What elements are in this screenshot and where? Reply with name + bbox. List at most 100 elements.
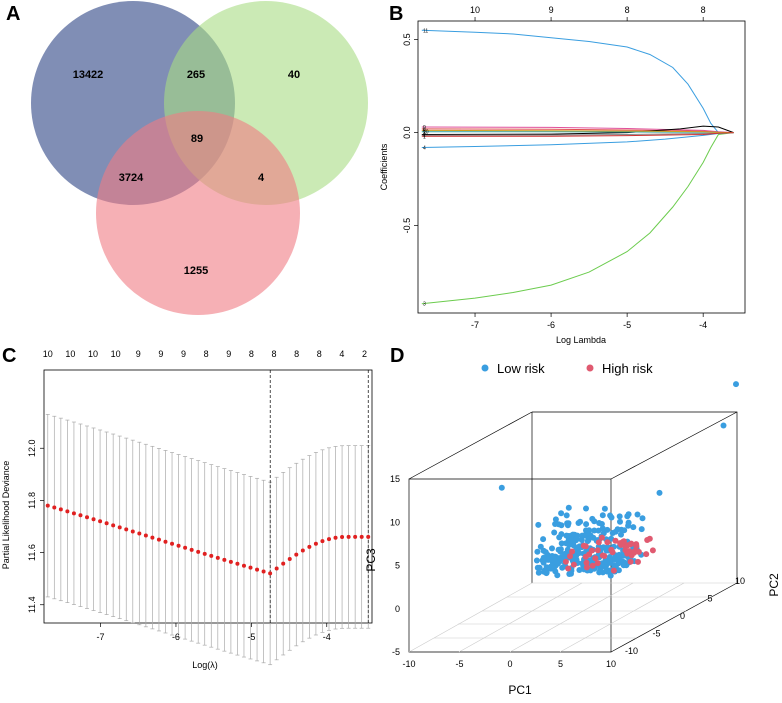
lasso-path-label: 11 — [423, 28, 428, 34]
pca-point-low-risk — [564, 520, 571, 527]
cv-x-tick-label: -5 — [247, 632, 255, 642]
lasso-top-tick-label: 10 — [470, 5, 480, 15]
cv-point — [359, 534, 364, 539]
cv-point — [241, 563, 246, 568]
cv-top-tick-label: 9 — [181, 349, 186, 359]
cv-point — [281, 561, 286, 566]
pca-point-low-risk — [611, 556, 618, 563]
pca-point-low-risk — [567, 532, 574, 539]
pca-point-low-risk — [601, 505, 608, 512]
cv-plot-frame — [43, 369, 373, 624]
venn-count-set12: 265 — [187, 69, 205, 81]
pca-point-low-risk — [596, 569, 603, 576]
venn-count-set123: 89 — [191, 133, 203, 145]
panel-letter-a: A — [6, 3, 20, 25]
pca-pc1-tick-label: -10 — [402, 659, 415, 669]
pca-point-low-risk — [634, 511, 641, 518]
lasso-path-6 — [421, 129, 734, 134]
cv-point — [248, 565, 253, 570]
pca-point-high-risk — [570, 561, 577, 568]
pca-point-low-risk — [624, 513, 631, 520]
pca-point-low-risk — [540, 568, 547, 575]
pca-point-high-risk — [588, 547, 595, 554]
pca-point-low-risk — [557, 546, 564, 553]
lasso-x-tick-label: -4 — [699, 320, 707, 330]
lasso-path-label: 4 — [423, 145, 426, 151]
pca-point-low-risk — [537, 543, 544, 550]
pca-point-low-risk — [584, 538, 591, 545]
venn-count-only2: 40 — [288, 69, 300, 81]
pca-point-low-risk — [733, 381, 739, 388]
cv-top-tick-label: 9 — [136, 349, 141, 359]
cv-point — [274, 566, 279, 571]
legend-low-risk-label: Low risk — [497, 361, 545, 376]
pca-x-axis-label: PC1 — [508, 683, 532, 697]
lasso-y-tick-label: 0.0 — [402, 126, 412, 139]
cv-point — [111, 523, 116, 528]
pca-point-low-risk — [625, 522, 632, 529]
pca-point-low-risk — [498, 484, 505, 491]
pca-point-high-risk — [583, 559, 590, 566]
pca-point-low-risk — [583, 505, 589, 512]
pca-point-low-risk — [612, 528, 619, 535]
cv-point — [85, 515, 90, 520]
pca-point-low-risk — [598, 521, 605, 527]
lasso-top-tick-label: 8 — [701, 5, 706, 15]
pca-point-high-risk — [649, 547, 656, 554]
cv-x-tick-label: -4 — [323, 632, 331, 642]
pca-point-low-risk — [589, 515, 596, 522]
pca-point-low-risk — [558, 522, 565, 529]
pca-pc1-tick-label: 10 — [606, 659, 616, 669]
venn-count-set13: 3724 — [119, 172, 144, 184]
pca-point-low-risk — [621, 527, 628, 534]
lasso-y-tick-label: -0.5 — [402, 218, 412, 234]
cv-top-tick-label: 4 — [339, 349, 344, 359]
cv-x-tick-label: -6 — [172, 632, 180, 642]
cv-point — [58, 507, 63, 512]
lasso-path-2 — [421, 125, 734, 135]
cv-y-tick-label: 11.6 — [27, 544, 37, 561]
pca-point-low-risk — [563, 532, 570, 539]
cv-point — [104, 521, 109, 526]
cv-point — [163, 539, 168, 544]
cv-point — [98, 519, 103, 524]
pca-y-axis-label: PC2 — [767, 573, 781, 597]
pca-point-low-risk — [607, 572, 614, 579]
cv-top-tick-label: 10 — [65, 349, 75, 359]
cv-point — [176, 543, 181, 548]
cv-point — [137, 531, 142, 536]
pca-pc3-tick-label: 0 — [395, 604, 400, 614]
pca-point-low-risk — [611, 562, 618, 569]
lasso-x-tick-label: -7 — [471, 320, 479, 330]
pca-point-low-risk — [540, 536, 547, 543]
cv-point — [353, 534, 358, 539]
pca-bounding-box — [408, 411, 738, 653]
legend-high-risk-marker — [586, 364, 594, 372]
cv-point — [222, 557, 227, 562]
cv-point — [71, 511, 76, 516]
cv-point — [202, 551, 207, 556]
pca-point-low-risk — [720, 422, 727, 429]
pca-point-low-risk — [540, 554, 547, 561]
pca-point-low-risk — [549, 545, 555, 552]
pca-point-high-risk — [594, 560, 601, 567]
cv-point — [117, 525, 122, 530]
pca-point-high-risk — [612, 537, 619, 544]
cv-top-tick-label: 8 — [204, 349, 209, 359]
pca-point-high-risk — [644, 537, 651, 543]
cv-point — [255, 567, 260, 572]
cv-top-tick-label: 10 — [111, 349, 121, 359]
cv-point — [91, 517, 96, 522]
lasso-x-tick-label: -6 — [547, 320, 555, 330]
pca-point-low-risk — [599, 525, 606, 532]
pca-point-high-risk — [589, 562, 596, 569]
cv-point — [287, 556, 292, 561]
pca-point-low-risk — [620, 562, 627, 569]
lasso-path-label: 3 — [423, 302, 426, 308]
cv-point — [52, 505, 57, 510]
cv-point — [196, 549, 201, 554]
cv-point — [294, 552, 299, 557]
pca-point-low-risk — [552, 516, 559, 523]
pca-point-low-risk — [583, 531, 590, 538]
